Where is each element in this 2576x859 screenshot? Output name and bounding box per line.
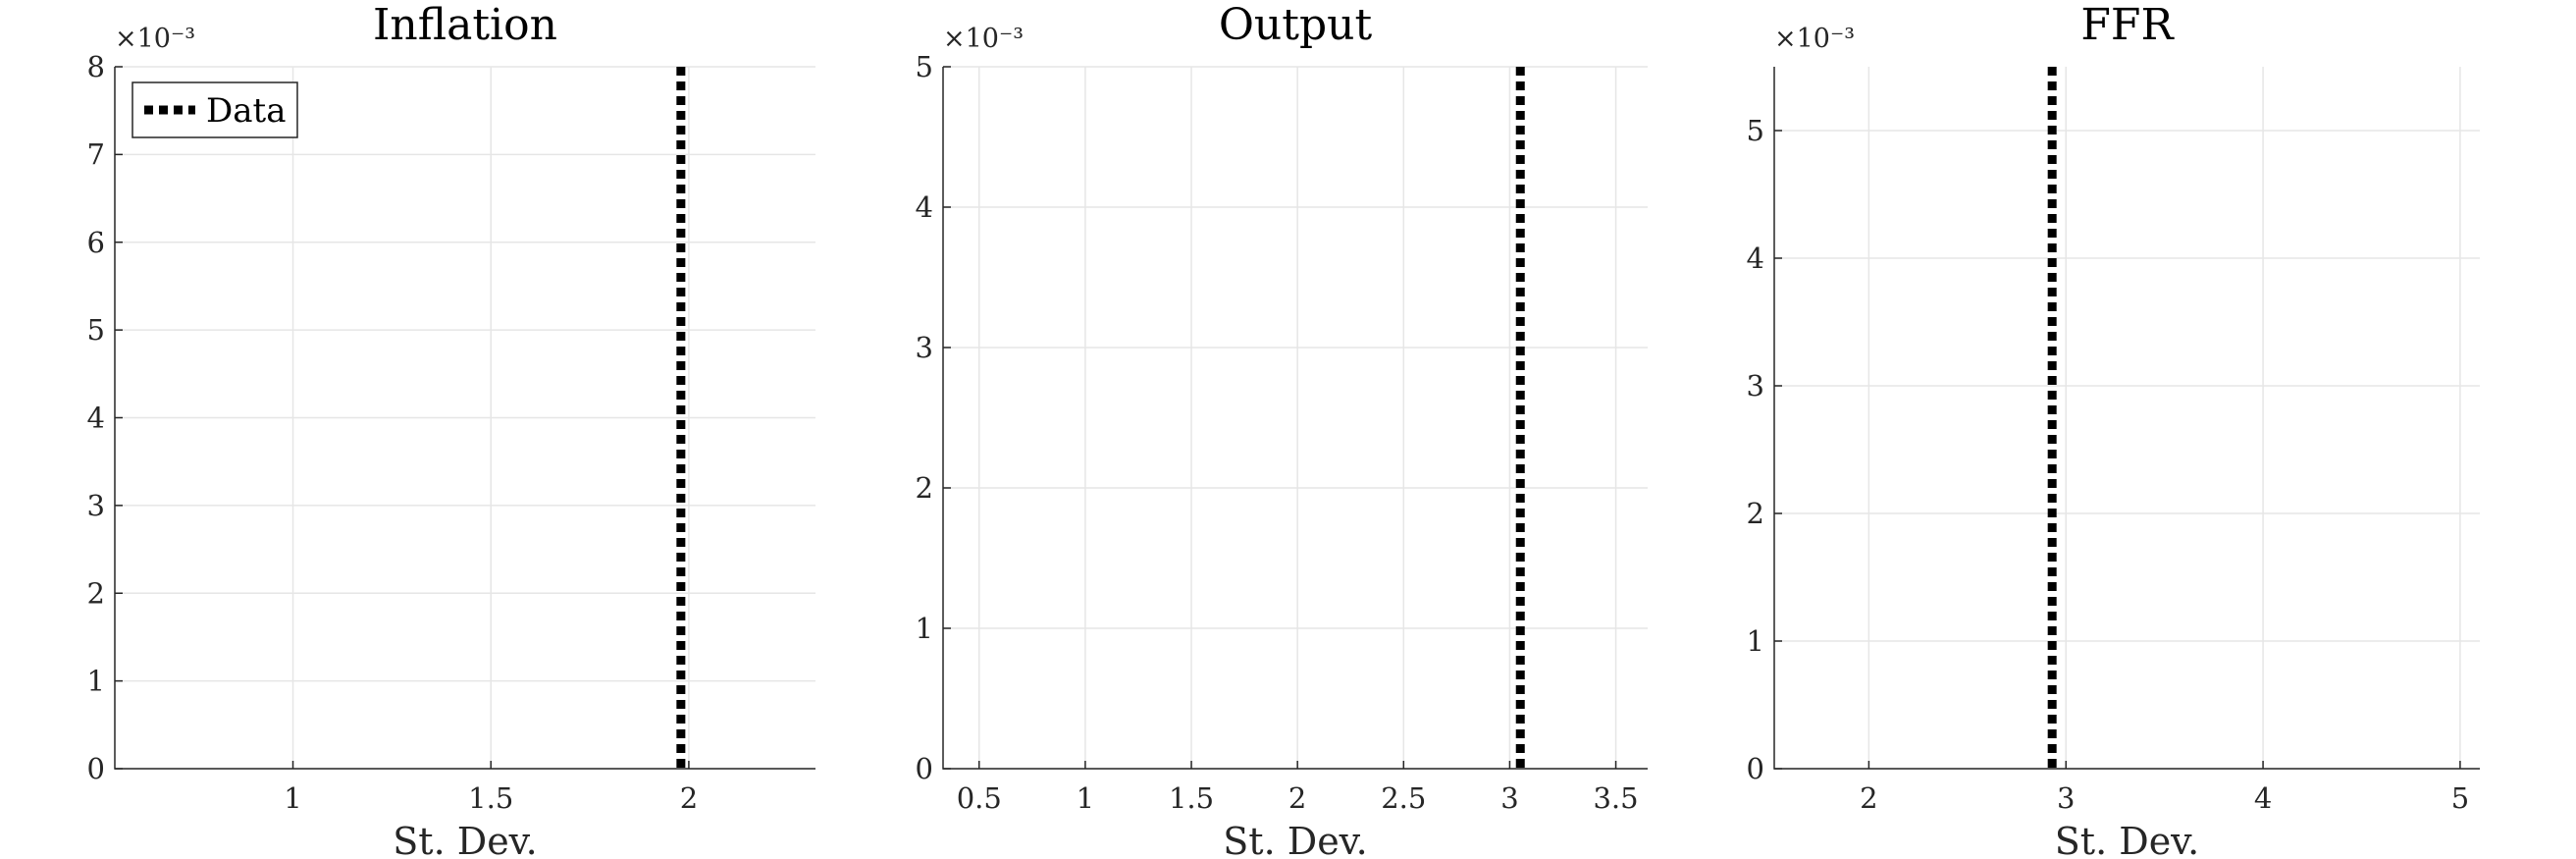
y-tick-label: 0 (916, 752, 933, 785)
x-tick-label: 1 (284, 781, 301, 815)
chart-panel-3: 2 3 4 5 0 1 2 3 4 5 ×10⁻³ FFR St. Dev. (1747, 0, 2480, 859)
legend-entry-label: Data (206, 91, 286, 131)
axes (942, 67, 1648, 770)
chart-panel-2: 0.5 1 1.5 2 2.5 3 3.5 0 1 2 3 4 5 ×10⁻³ Output St. Dev. (916, 0, 1648, 859)
y-tick-label: 4 (87, 402, 105, 435)
y-tick-label: 6 (87, 226, 105, 259)
legend: Data (131, 81, 298, 138)
y-tick-label: 0 (87, 752, 105, 785)
x-axis-label: St. Dev. (1223, 820, 1367, 859)
y-tick-label: 5 (916, 50, 933, 83)
x-tick-label: 3.5 (1593, 781, 1638, 815)
y-tick-label: 1 (1747, 624, 1764, 658)
y-tick-label: 2 (87, 576, 105, 610)
x-tick-label: 1 (1077, 781, 1094, 815)
y-tick-label: 7 (87, 137, 105, 171)
x-tick-label: 1.5 (1169, 781, 1214, 815)
y-tick-label: 2 (1747, 497, 1764, 530)
x-tick-label: 3 (1500, 781, 1518, 815)
y-exponent-label: ×10⁻³ (943, 24, 1024, 54)
x-axis-label: St. Dev. (393, 820, 537, 859)
x-tick-label: 4 (2254, 781, 2272, 815)
y-tick-label: 1 (87, 665, 105, 698)
y-tick-label: 2 (916, 471, 933, 505)
x-tick-label: 0.5 (957, 781, 1002, 815)
x-tick-label: 1.5 (468, 781, 513, 815)
chart-title: FFR (2080, 0, 2175, 50)
x-tick-label: 2 (1860, 781, 1877, 815)
x-tick-label: 2 (680, 781, 698, 815)
x-tick-label: 2.5 (1381, 781, 1426, 815)
y-tick-label: 3 (916, 331, 933, 364)
x-tick-label: 5 (2451, 781, 2469, 815)
axes (1773, 67, 2480, 770)
y-tick-label: 4 (1747, 242, 1764, 275)
y-tick-label: 3 (87, 489, 105, 522)
chart-title: Inflation (373, 0, 557, 50)
y-exponent-label: ×10⁻³ (115, 24, 195, 54)
chart-panel-1: 1 1.5 2 0 1 2 3 4 5 6 7 8 ×10⁻³ Inflation St. Dev. Data (87, 0, 815, 859)
y-tick-label: 8 (87, 50, 105, 83)
x-axis-label: St. Dev. (2055, 820, 2199, 859)
y-tick-label: 3 (1747, 369, 1764, 403)
y-tick-label: 1 (916, 612, 933, 645)
x-tick-label: 2 (1288, 781, 1306, 815)
x-tick-label: 3 (2057, 781, 2075, 815)
y-exponent-label: ×10⁻³ (1774, 24, 1855, 54)
y-tick-label: 4 (916, 190, 933, 224)
y-tick-label: 0 (1747, 752, 1764, 785)
chart-title: Output (1219, 0, 1373, 50)
y-tick-label: 5 (1747, 114, 1764, 147)
y-tick-label: 5 (87, 313, 105, 347)
